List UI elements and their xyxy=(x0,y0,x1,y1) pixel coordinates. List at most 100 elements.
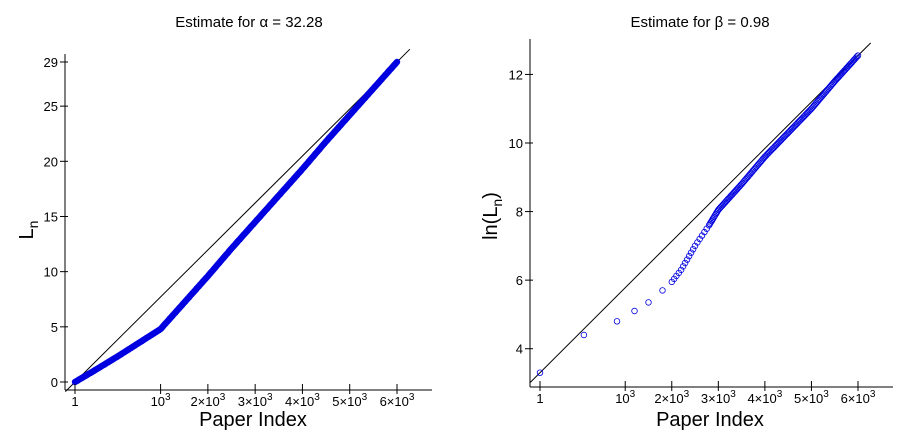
data-point xyxy=(853,53,861,60)
right-chart-title: Estimate for β = 0.98 xyxy=(630,14,769,31)
data-point xyxy=(790,123,797,131)
y-tick-label: 4 xyxy=(516,342,523,357)
x-tick-label: 5×103 xyxy=(332,392,367,409)
data-point xyxy=(717,204,724,211)
data-point xyxy=(696,235,703,243)
data-point xyxy=(842,66,849,73)
data-point xyxy=(778,136,785,143)
left-x-axis-label: Paper Index xyxy=(199,409,307,431)
left-fit-line-group xyxy=(64,48,411,392)
right-axes xyxy=(529,39,893,388)
y-tick-label: 6 xyxy=(516,273,523,288)
data-point xyxy=(849,58,856,65)
y-tick-label: 29 xyxy=(44,55,58,70)
data-point xyxy=(679,263,687,270)
data-point xyxy=(791,122,798,130)
data-point xyxy=(779,135,786,142)
data-point xyxy=(770,144,777,151)
data-point xyxy=(838,69,846,77)
data-point xyxy=(724,196,731,203)
data-point xyxy=(786,128,793,135)
y-tick-label: 20 xyxy=(44,154,58,169)
data-point xyxy=(720,200,727,208)
y-tick-label: 12 xyxy=(509,67,523,82)
y-tick-label: 10 xyxy=(44,265,58,280)
y-tick-label: 0 xyxy=(51,375,58,390)
right-y-ticks: 4 6 8 10 12 xyxy=(509,67,533,357)
data-point xyxy=(794,119,802,126)
y-tick-label: 10 xyxy=(509,136,523,151)
data-point xyxy=(785,129,792,136)
left-chart-title: Estimate for α = 32.28 xyxy=(175,14,323,31)
x-tick-label: 1 xyxy=(536,391,543,406)
data-point xyxy=(846,61,853,69)
data-point xyxy=(701,228,708,236)
data-point xyxy=(681,259,689,267)
x-tick-label: 5×103 xyxy=(794,389,829,406)
data-point xyxy=(767,147,774,155)
left-chart-panel: Estimate for α = 32.28 Ln Paper Index 0 5… xyxy=(16,14,432,431)
x-tick-label: 6×103 xyxy=(841,389,876,406)
data-point xyxy=(833,75,840,83)
data-point xyxy=(731,189,738,196)
data-point xyxy=(393,58,401,66)
data-point xyxy=(727,192,735,199)
left-y-axis-label: Ln xyxy=(16,221,41,240)
x-tick-label: 2×103 xyxy=(190,392,225,409)
data-point xyxy=(832,76,839,84)
left-axes xyxy=(64,54,432,391)
x-tick-label: 103 xyxy=(615,389,635,406)
data-point xyxy=(761,153,769,160)
data-point xyxy=(771,143,779,150)
data-point xyxy=(799,114,806,122)
data-point xyxy=(836,72,844,79)
data-point xyxy=(787,127,794,134)
data-point xyxy=(694,239,701,246)
data-point xyxy=(729,190,737,197)
data-point xyxy=(775,139,782,147)
data-point xyxy=(769,145,776,152)
data-point xyxy=(659,287,666,294)
x-tick-label: 2×103 xyxy=(654,389,689,406)
data-point xyxy=(631,307,638,315)
y-tick-label: 15 xyxy=(44,209,58,224)
x-tick-label: 1 xyxy=(71,394,78,409)
left-data-points xyxy=(71,58,401,386)
x-tick-label: 3×103 xyxy=(701,389,736,406)
x-tick-label: 6×103 xyxy=(380,392,415,409)
data-point xyxy=(773,140,781,148)
right-chart-panel: Estimate for β = 0.98 ln(Ln) Paper Index… xyxy=(480,14,893,431)
data-point xyxy=(763,151,771,158)
data-point xyxy=(804,108,812,116)
data-point xyxy=(845,62,852,70)
left-y-ticks: 0 5 10 15 20 25 29 xyxy=(44,55,68,390)
data-point xyxy=(783,130,791,138)
data-point xyxy=(789,124,796,132)
data-point xyxy=(840,68,847,76)
fit-line xyxy=(64,48,411,392)
data-point xyxy=(801,112,808,119)
data-point xyxy=(796,118,803,125)
data-point xyxy=(800,113,807,120)
data-point xyxy=(613,318,621,325)
data-point xyxy=(536,369,544,376)
left-x-ticks: 1 103 2×103 3×103 4×103 5×103 6×103 xyxy=(71,384,415,409)
data-point xyxy=(677,266,685,274)
x-tick-label: 3×103 xyxy=(238,392,273,409)
data-point xyxy=(792,121,800,128)
data-point xyxy=(762,152,770,159)
data-point xyxy=(735,184,742,191)
data-point xyxy=(580,331,588,339)
right-x-ticks: 1 103 2×103 3×103 4×103 5×103 6×103 xyxy=(536,381,876,406)
data-point xyxy=(689,246,697,253)
data-point xyxy=(782,131,790,139)
data-point xyxy=(768,146,775,154)
data-point xyxy=(772,142,780,149)
data-point xyxy=(788,126,795,133)
data-point xyxy=(776,138,783,146)
fit-line xyxy=(530,42,872,383)
data-point xyxy=(716,205,723,212)
right-data-points xyxy=(536,52,862,376)
data-point xyxy=(765,150,772,157)
